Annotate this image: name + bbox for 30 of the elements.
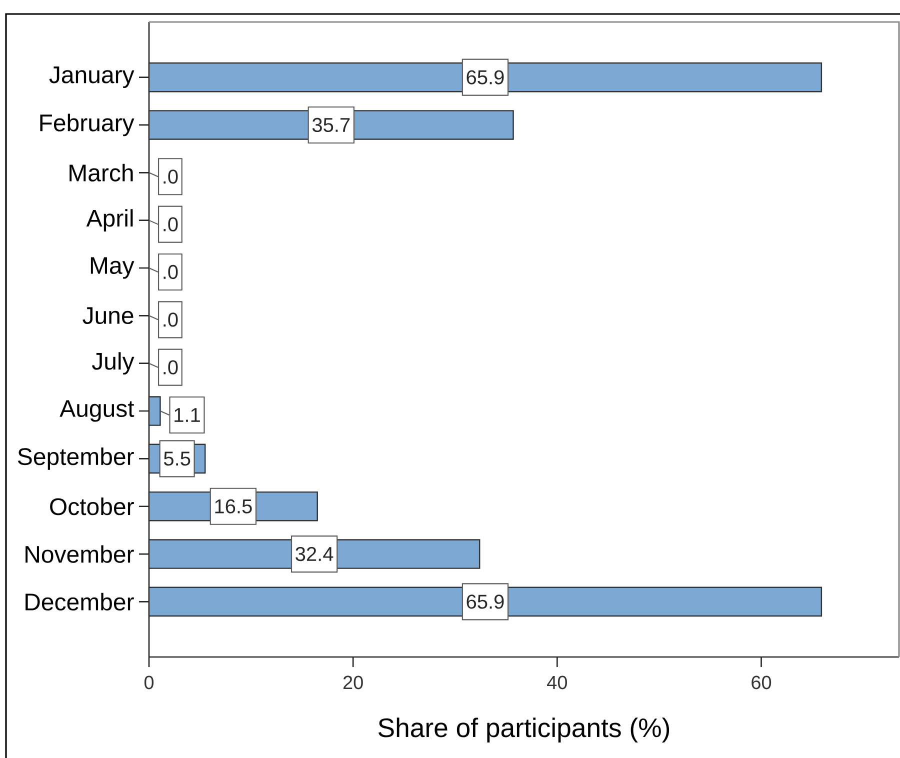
y-tick-label: March (70, 164, 133, 182)
y-tick-label: July (92, 352, 134, 375)
data-label: 5.5 (164, 452, 190, 466)
y-tick-label: November (26, 545, 134, 563)
data-label: 65.9 (466, 70, 504, 84)
bar (148, 396, 161, 426)
x-tick-label: 40 (547, 676, 567, 690)
data-label: 65.9 (466, 594, 504, 609)
x-tick-label: 60 (752, 676, 772, 690)
data-label: 1.1 (174, 408, 200, 422)
data-label: 16.5 (215, 499, 252, 514)
data-label: .0 (164, 170, 178, 184)
y-tick-label: February (40, 114, 134, 136)
x-tick-label: 20 (343, 676, 363, 690)
data-label: .0 (164, 312, 178, 327)
data-label: .0 (164, 217, 178, 232)
y-tick-label: April (86, 209, 133, 232)
data-label: 32.4 (296, 546, 334, 562)
data-label: .0 (164, 360, 178, 374)
x-tick-label: 0 (144, 676, 154, 690)
y-tick-label: May (90, 257, 134, 279)
x-axis-title: Share of participants (%) (378, 718, 670, 743)
y-tick-label: January (49, 66, 134, 88)
y-tick-label: June (82, 307, 134, 324)
data-label: 35.7 (312, 118, 350, 132)
y-tick-label: September (18, 447, 134, 470)
y-tick-label: October (50, 498, 134, 516)
y-tick-label: December (26, 592, 134, 611)
y-tick-label: August (60, 400, 134, 422)
data-label: .0 (164, 264, 178, 280)
